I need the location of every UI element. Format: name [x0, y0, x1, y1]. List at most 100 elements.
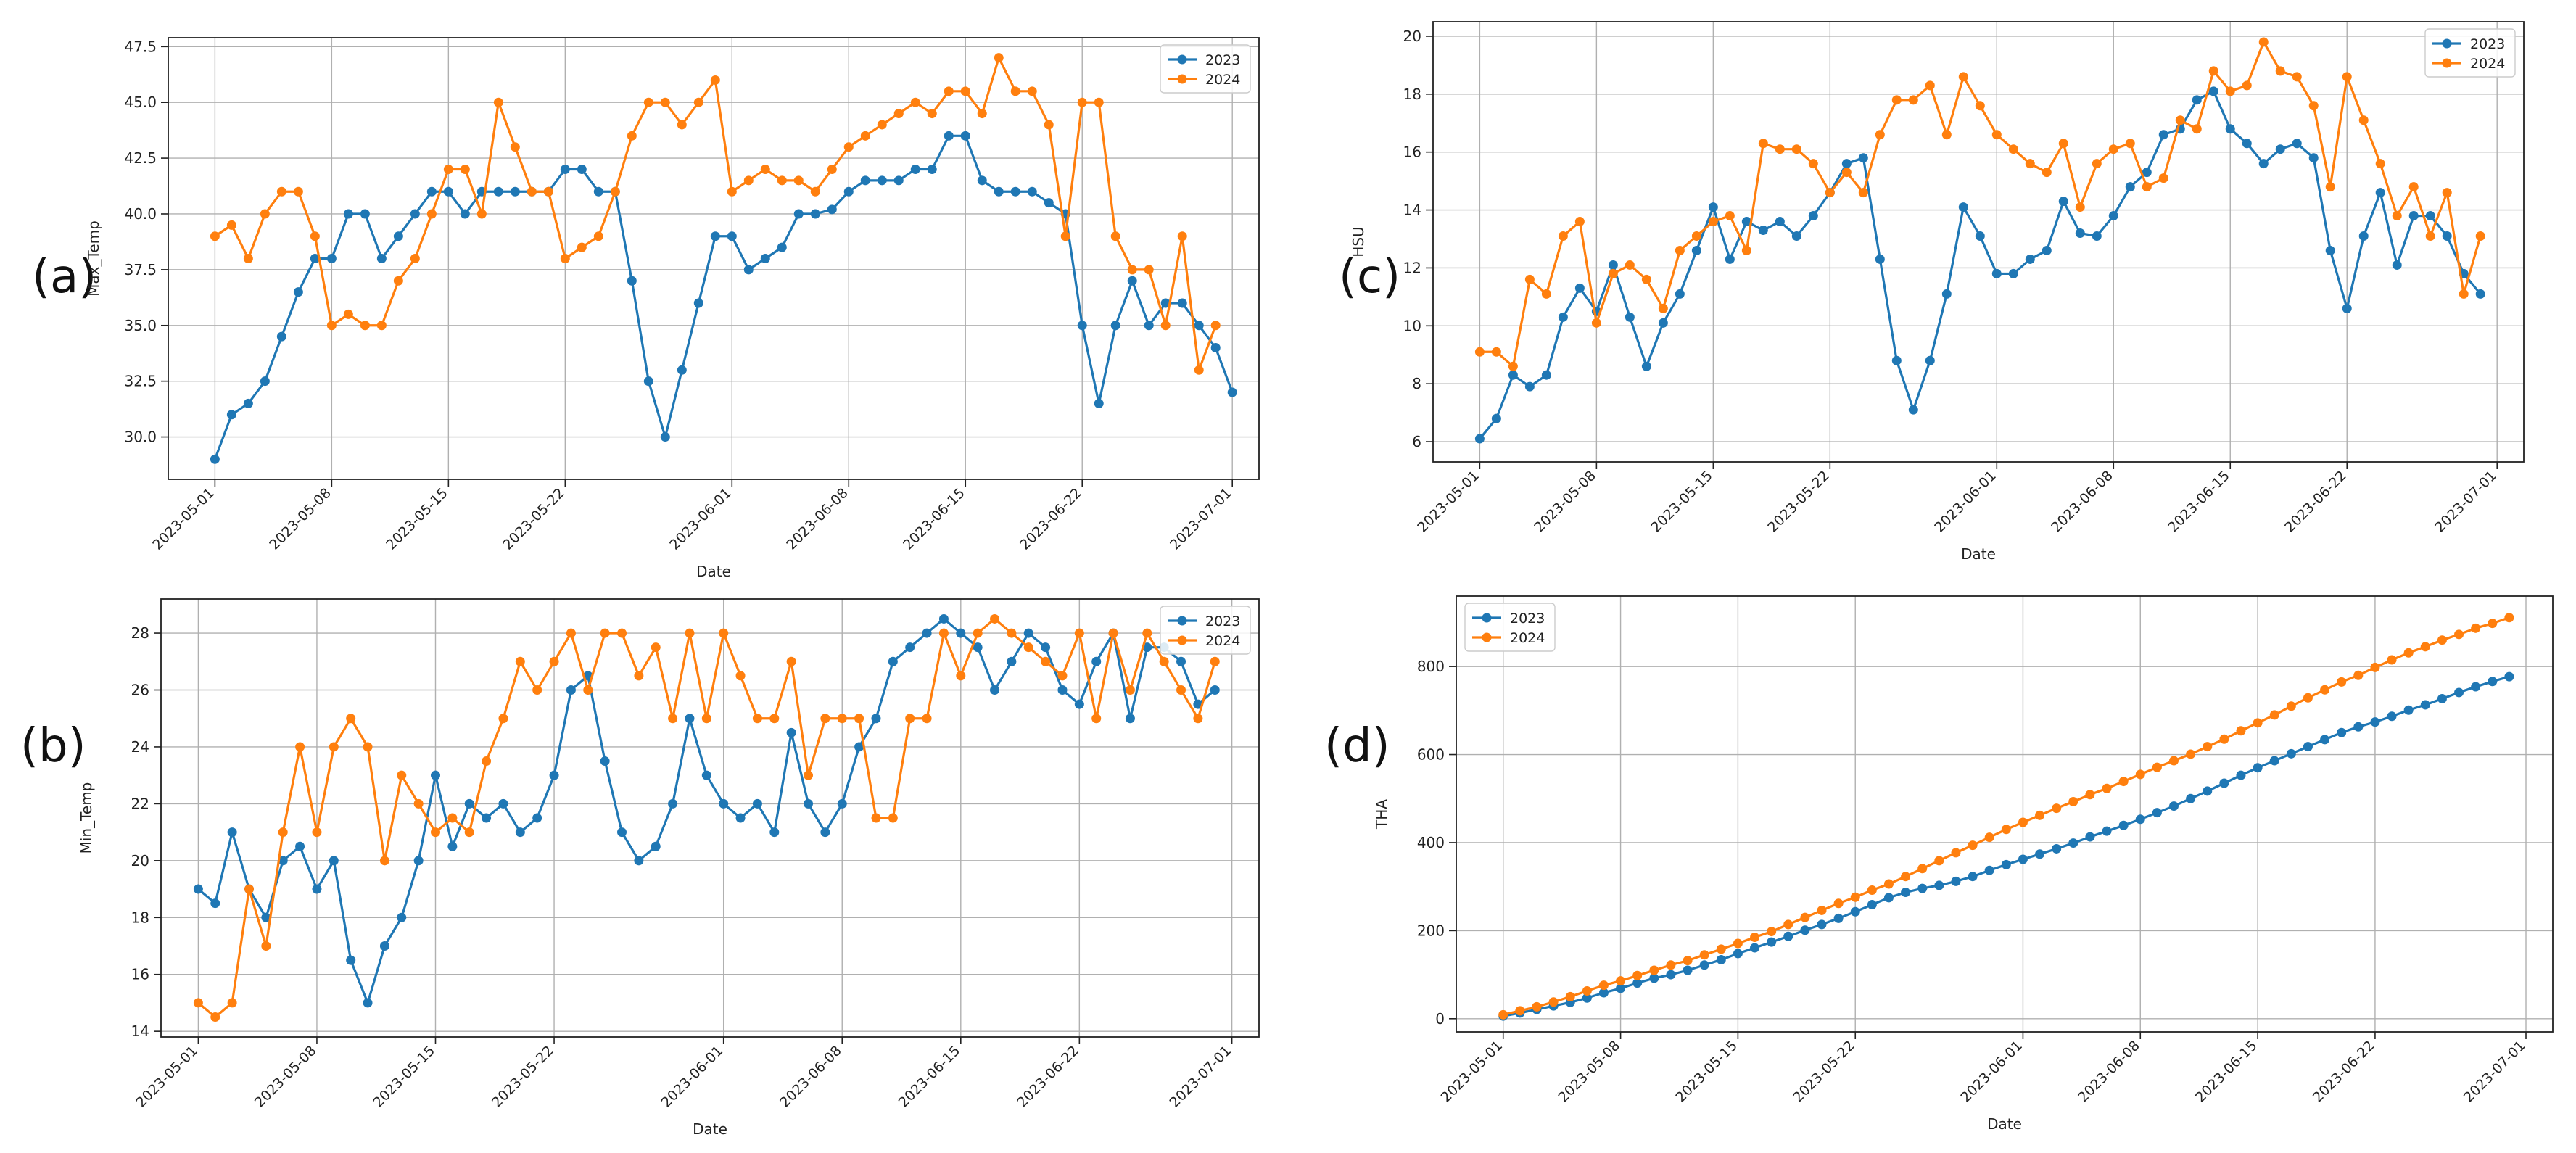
data-point-2024 — [2387, 655, 2397, 665]
x-tick-label: 2023-07-01 — [1167, 1043, 1235, 1111]
data-point-2023 — [871, 714, 881, 724]
data-point-2024 — [1891, 95, 1902, 105]
data-point-2024 — [2225, 86, 2235, 96]
data-point-2024 — [2175, 115, 2185, 125]
data-point-2023 — [2425, 211, 2435, 221]
data-point-2023 — [752, 798, 762, 809]
data-point-2024 — [2292, 72, 2302, 82]
data-point-2023 — [1110, 321, 1120, 331]
data-point-2024 — [938, 628, 949, 638]
data-point-2023 — [1925, 355, 1935, 365]
data-point-2023 — [843, 186, 854, 197]
data-point-2024 — [2358, 115, 2369, 125]
data-point-2024 — [583, 685, 593, 695]
data-point-2024 — [2353, 670, 2364, 680]
chart-hsu: 6 8 10 12 14 16 18 20 2023-05-01 2023-05-08 2023-0… — [1350, 21, 2525, 563]
data-point-2024 — [1675, 245, 1685, 255]
data-point-2024 — [2488, 619, 2498, 629]
data-point-2024 — [1524, 274, 1535, 284]
data-point-2024 — [1074, 628, 1084, 638]
data-point-2023 — [2085, 832, 2095, 842]
data-point-2023 — [1194, 321, 1204, 331]
data-point-2024 — [210, 1012, 220, 1022]
data-point-2023 — [1057, 685, 1068, 695]
legend-marker-2023 — [2442, 38, 2452, 49]
data-point-2024 — [2425, 231, 2435, 241]
data-point-2023 — [2042, 245, 2052, 255]
data-point-2023 — [2025, 254, 2035, 264]
data-point-2024 — [1858, 188, 1868, 198]
data-point-2024 — [827, 164, 837, 174]
data-point-2023 — [710, 231, 720, 241]
x-tick-label: 2023-06-15 — [2165, 468, 2233, 536]
data-point-2023 — [2058, 197, 2068, 207]
data-point-2023 — [343, 209, 353, 219]
data-point-2023 — [1508, 370, 1518, 380]
data-point-2024 — [1091, 714, 1102, 724]
data-point-2023 — [1741, 217, 1751, 227]
data-point-2023 — [837, 798, 847, 809]
data-point-2024 — [1875, 130, 1885, 140]
data-point-2024 — [1177, 231, 1187, 241]
data-point-2024 — [1142, 628, 1152, 638]
y-tick-label: 200 — [1417, 922, 1445, 939]
data-point-2023 — [379, 941, 389, 951]
data-point-2023 — [1649, 973, 1659, 983]
data-point-2024 — [482, 756, 492, 766]
data-point-2024 — [668, 714, 678, 724]
data-point-2023 — [1558, 312, 1568, 322]
data-point-2024 — [871, 813, 881, 823]
data-point-2023 — [910, 164, 920, 174]
data-point-2024 — [2408, 182, 2419, 192]
data-point-2023 — [346, 955, 356, 965]
data-point-2023 — [1007, 656, 1017, 666]
data-point-2023 — [443, 186, 453, 197]
data-point-2024 — [1608, 268, 1618, 278]
data-point-2023 — [2286, 748, 2296, 759]
data-point-2024 — [1733, 938, 1743, 949]
data-point-2023 — [938, 613, 949, 624]
x-tick-label: 2023-05-01 — [1438, 1038, 1506, 1106]
data-point-2024 — [643, 97, 653, 107]
data-point-2023 — [2219, 778, 2229, 788]
data-point-2024 — [1683, 956, 1693, 966]
legend-label-2024: 2024 — [2470, 56, 2505, 72]
data-point-2024 — [1666, 960, 1676, 970]
data-point-2023 — [1658, 318, 1668, 328]
data-point-2024 — [2008, 144, 2018, 154]
data-point-2024 — [2370, 662, 2380, 672]
data-point-2023 — [2337, 727, 2347, 737]
data-point-2023 — [2488, 677, 2498, 687]
data-point-2023 — [1474, 434, 1485, 444]
data-point-2024 — [460, 164, 470, 174]
data-point-2024 — [1908, 95, 1918, 105]
data-point-2023 — [854, 742, 864, 752]
data-point-2024 — [693, 97, 703, 107]
data-point-2024 — [295, 742, 305, 752]
data-point-2024 — [2475, 231, 2485, 241]
x-tick-label: 2023-06-08 — [777, 1043, 845, 1111]
data-point-2024 — [710, 75, 720, 85]
y-tick-label: 14 — [131, 1022, 149, 1040]
data-point-2023 — [2052, 843, 2062, 854]
data-point-2024 — [1632, 970, 1643, 980]
data-point-2024 — [1833, 898, 1844, 909]
data-point-2023 — [2169, 801, 2179, 811]
data-point-2024 — [329, 742, 339, 752]
data-point-2023 — [2186, 793, 2196, 803]
data-point-2024 — [2186, 749, 2196, 759]
x-tick-label: 2023-07-01 — [1167, 485, 1235, 553]
data-point-2023 — [1984, 865, 1994, 875]
data-point-2024 — [393, 276, 403, 286]
data-point-2023 — [860, 175, 870, 186]
data-point-2023 — [1160, 298, 1171, 308]
data-point-2023 — [1608, 260, 1618, 270]
data-point-2023 — [1632, 978, 1643, 988]
data-point-2024 — [1783, 919, 1793, 930]
data-point-2023 — [1491, 413, 1501, 423]
y-tick-label: 26 — [131, 682, 149, 699]
data-point-2023 — [990, 685, 1000, 695]
data-point-2023 — [1010, 186, 1020, 197]
data-point-2024 — [994, 53, 1004, 63]
y-tick-label: 16 — [131, 966, 149, 983]
